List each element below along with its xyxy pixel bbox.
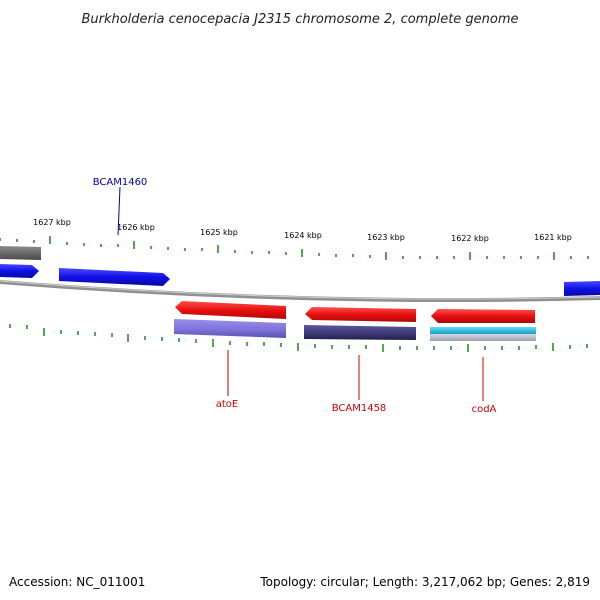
- label-bcam1458[interactable]: BCAM1458: [332, 403, 387, 414]
- callout-bcam1460: [117, 186, 121, 236]
- cog-bar-codA-bottom: [430, 334, 536, 341]
- gene-forward-right: [564, 281, 600, 296]
- ruler-label-1624: 1624 kbp: [284, 231, 322, 240]
- ruler-label-1627: 1627 kbp: [33, 218, 71, 227]
- cog-bar-codA-top: [430, 327, 536, 334]
- ruler-label-1623: 1623 kbp: [367, 233, 405, 242]
- ruler-label-1621: 1621 kbp: [534, 233, 572, 242]
- inner-tick-track: [9, 324, 588, 352]
- gene-bcam1458[interactable]: [305, 307, 416, 322]
- gene-atoE[interactable]: [175, 301, 286, 319]
- gene-forward-left: [0, 264, 39, 278]
- genome-summary-text: Topology: circular; Length: 3,217,062 bp…: [259, 575, 590, 589]
- map-title: Burkholderia cenocepacia J2315 chromosom…: [81, 12, 518, 27]
- cog-category-bars: [174, 319, 536, 341]
- forward-strand-genes: [0, 246, 600, 296]
- label-atoE[interactable]: atoE: [216, 399, 239, 410]
- gene-forward-grey: [0, 246, 41, 260]
- gene-codA[interactable]: [431, 309, 535, 323]
- ruler-label-1625: 1625 kbp: [200, 228, 238, 237]
- cog-bar-bcam1458: [304, 325, 416, 340]
- genome-backbone: [0, 280, 600, 302]
- label-bcam1460[interactable]: BCAM1460: [93, 177, 148, 188]
- gene-bcam1460[interactable]: [59, 268, 170, 286]
- ruler-label-1622: 1622 kbp: [451, 234, 489, 243]
- ruler-label-1626: 1626 kbp: [117, 223, 155, 232]
- accession-text: Accession: NC_011001: [9, 575, 145, 589]
- label-codA[interactable]: codA: [472, 404, 497, 415]
- ruler-labels: 1627 kbp 1626 kbp 1625 kbp 1624 kbp 1623…: [33, 218, 572, 243]
- reverse-strand-genes: [175, 301, 535, 323]
- outer-tick-track: [0, 236, 589, 260]
- cog-bar-atoE: [174, 319, 286, 338]
- gene-labels: BCAM1460 atoE BCAM1458 codA: [93, 177, 497, 415]
